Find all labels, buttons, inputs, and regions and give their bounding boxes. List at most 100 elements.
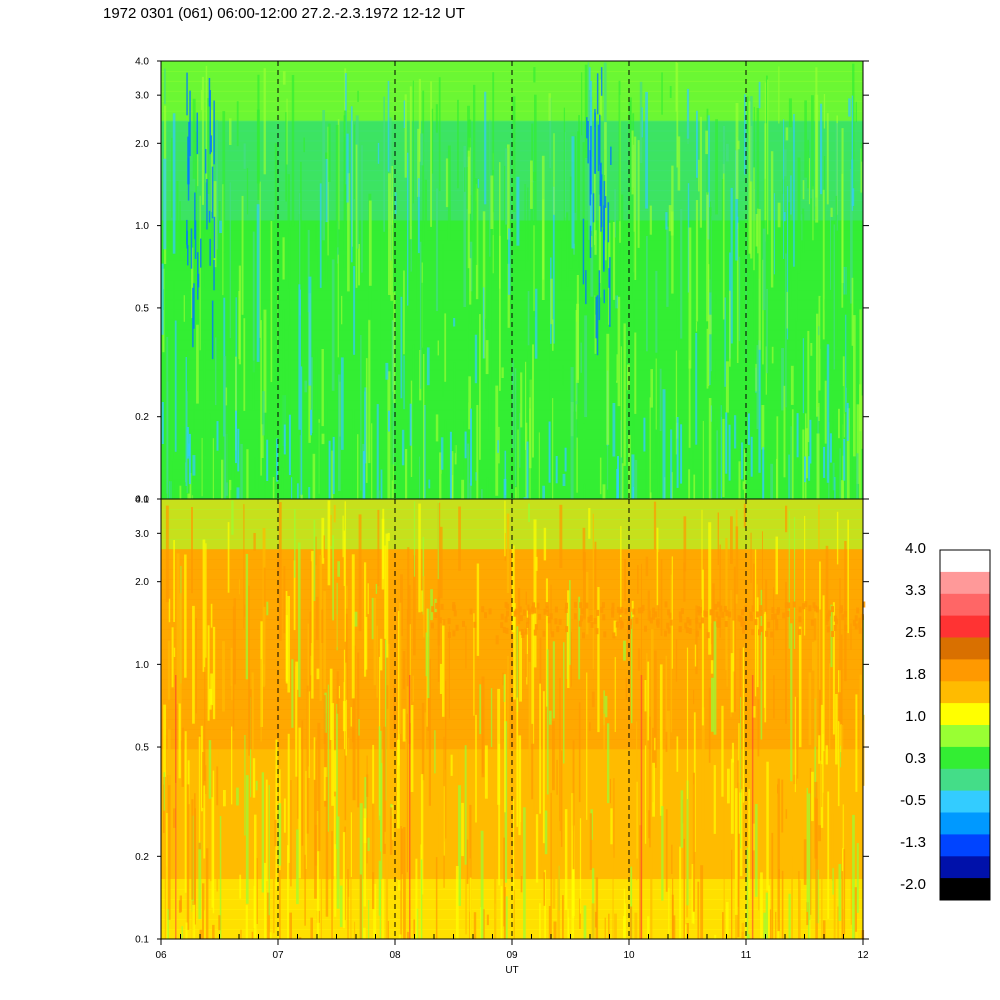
spectrogram-streak (851, 95, 854, 211)
spectrogram-streak (266, 601, 269, 616)
spectrogram-band-streak (854, 615, 858, 622)
spectrogram-streak (467, 443, 470, 499)
spectrogram-streak (852, 63, 855, 189)
spectrogram-streak (345, 662, 347, 756)
y-tick-label: 3.0 (135, 529, 149, 540)
spectrogram-streak (403, 270, 405, 355)
spectrogram-streak (604, 917, 606, 939)
spectrogram-blue-streak (211, 166, 214, 219)
spectrogram-streak (283, 798, 286, 833)
spectrogram-blue-streak (190, 228, 193, 269)
spectrogram-streak (529, 408, 531, 499)
spectrogram-streak (403, 827, 406, 939)
spectrogram-band-streak (573, 601, 577, 608)
y-tick-label: 0.1 (135, 935, 149, 946)
spectrogram-streak (515, 487, 517, 499)
spectrogram-band-streak (833, 615, 837, 622)
spectrogram-streak (277, 925, 281, 939)
spectrogram-streak (371, 423, 373, 499)
spectrogram-band-streak (798, 606, 802, 613)
spectrogram-streak (443, 786, 445, 856)
spectrogram-band-streak (447, 618, 451, 625)
spectrogram-streak (725, 902, 729, 935)
spectrogram-band (161, 519, 863, 530)
colorbar-swatch (940, 768, 990, 792)
spectrogram-streak (278, 502, 282, 641)
spectrogram-streak (594, 230, 597, 255)
spectrogram-streak (791, 855, 793, 939)
spectrogram-streak (641, 563, 642, 714)
spectrogram-streak (236, 101, 239, 147)
spectrogram-streak (401, 429, 405, 466)
spectrogram-streak (195, 618, 197, 714)
spectrogram-streak (692, 442, 694, 499)
spectrogram-streak (816, 433, 820, 499)
spectrogram-streak (787, 186, 789, 340)
spectrogram-streak (726, 143, 729, 162)
spectrogram-band-streak (664, 601, 668, 608)
spectrogram-streak (594, 295, 597, 354)
spectrogram-streak (245, 905, 248, 939)
spectrogram-streak (766, 288, 768, 374)
spectrogram-streak (789, 268, 792, 308)
spectrogram-streak (201, 437, 203, 497)
colorbar-swatch (940, 550, 990, 573)
spectrogram-streak (494, 846, 497, 939)
spectrogram-streak (710, 215, 712, 372)
spectrogram-streak (466, 167, 468, 209)
spectrogram-streak (615, 274, 617, 381)
spectrogram-streak (322, 110, 325, 241)
spectrogram-band-streak (804, 601, 808, 608)
spectrogram-streak (748, 101, 751, 254)
spectrogram-streak (583, 905, 587, 939)
spectrogram-streak (758, 209, 761, 350)
spectrogram-streak (294, 509, 296, 578)
spectrogram-streak (287, 845, 289, 939)
spectrogram-streak (502, 672, 504, 686)
y-tick-label: 0.2 (135, 412, 149, 423)
spectrogram-streak (712, 583, 715, 661)
spectrogram-streak (505, 148, 508, 225)
spectrogram-streak (205, 765, 207, 794)
spectrogram-streak (427, 608, 430, 699)
spectrogram-streak (753, 237, 756, 392)
spectrogram-streak (254, 814, 257, 939)
spectrogram-streak (530, 182, 534, 278)
spectrogram-band-streak (664, 630, 667, 637)
spectrogram-streak (210, 603, 213, 628)
spectrogram-streak (744, 449, 746, 499)
spectrogram-streak (181, 926, 183, 939)
spectrogram-band-streak (620, 622, 624, 629)
spectrogram-band-streak (667, 627, 671, 634)
spectrogram-streak (820, 349, 823, 413)
spectrogram-streak (444, 769, 446, 842)
spectrogram-streak (378, 275, 381, 375)
spectrogram-streak (299, 435, 301, 497)
spectrogram-streak (802, 429, 805, 499)
y-tick-label: 0.5 (135, 303, 149, 314)
spectrogram-streak (347, 869, 349, 939)
spectrogram-streak (608, 913, 610, 939)
spectrogram-streak (791, 409, 794, 499)
spectrogram-streak (783, 385, 786, 478)
spectrogram-streak (553, 921, 557, 939)
spectrogram-streak (650, 629, 654, 772)
spectrogram-streak (219, 816, 222, 939)
spectrogram-band-streak (858, 622, 862, 629)
spectrogram-streak (438, 77, 441, 192)
top-spectrogram-panel (160, 60, 864, 528)
spectrogram-streak (832, 412, 834, 499)
spectrogram-streak (373, 883, 377, 939)
spectrogram-blue-streak (188, 121, 190, 185)
x-tick-label: 12 (857, 950, 869, 961)
spectrogram-streak (612, 849, 614, 939)
spectrogram-streak (739, 789, 743, 877)
spectrogram-cyan-streak (762, 447, 765, 500)
spectrogram-band-streak (717, 601, 720, 608)
spectrogram-streak (230, 647, 233, 686)
spectrogram-streak (337, 561, 340, 577)
spectrogram-streak (846, 408, 850, 499)
spectrogram-band-streak (595, 628, 599, 635)
spectrogram-band-streak (678, 611, 682, 618)
spectrogram-streak (547, 337, 550, 404)
